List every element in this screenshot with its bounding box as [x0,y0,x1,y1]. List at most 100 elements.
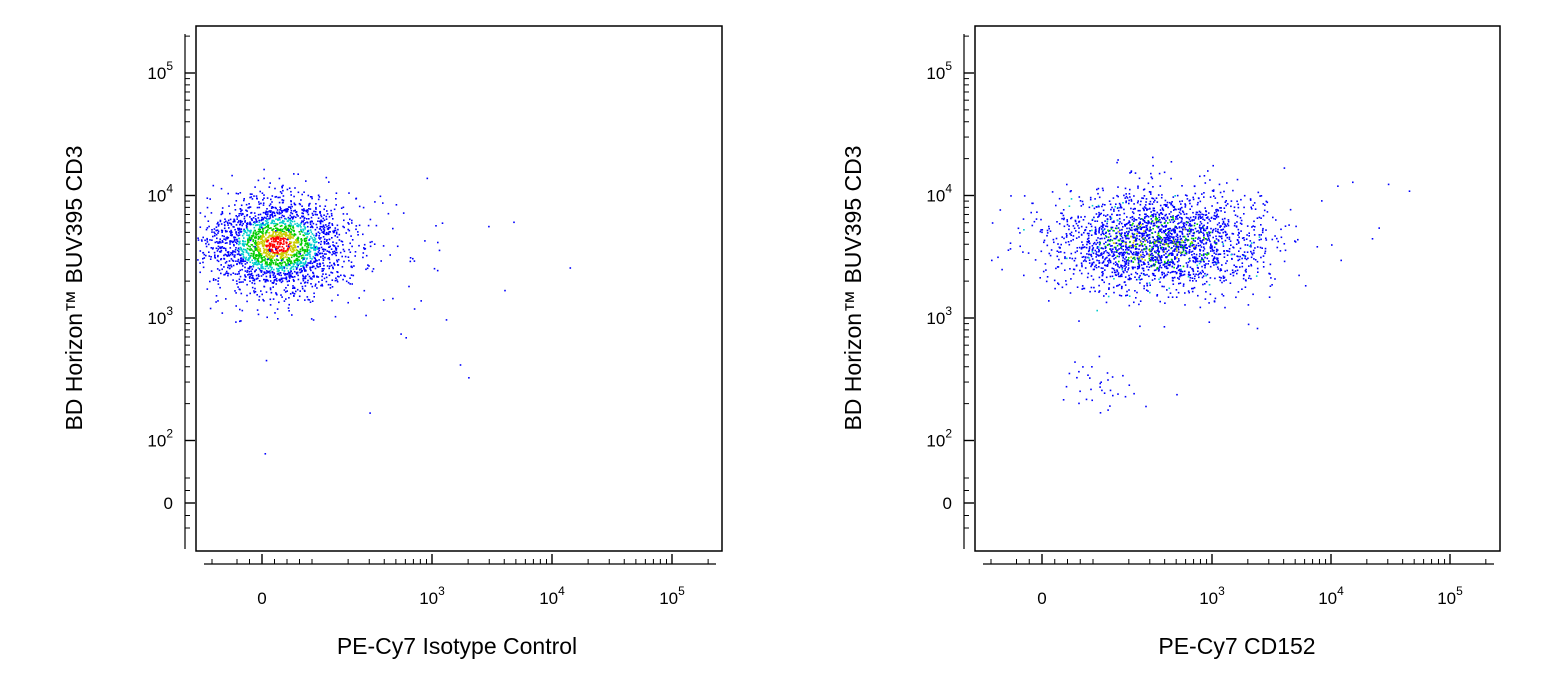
data-point [1183,213,1186,216]
data-point [1174,229,1176,231]
data-point [1141,249,1143,251]
data-point [301,231,304,233]
data-point [337,258,340,261]
data-point [277,253,279,255]
y-axis-title: BD Horizon™ BUV395 CD3 [840,145,866,430]
data-point [1138,223,1141,226]
data-point [304,299,306,301]
data-point [1260,256,1262,259]
data-point [1091,229,1093,232]
data-point [282,252,285,254]
data-point [279,196,281,199]
data-point [1156,295,1158,297]
data-point [1180,270,1183,272]
data-point [236,263,238,265]
data-point [1188,291,1190,294]
data-point [1192,256,1194,259]
data-point [1100,267,1103,269]
data-point [288,230,290,233]
data-point [265,291,268,293]
data-point [263,249,265,252]
data-point [1192,211,1194,214]
data-point [309,255,311,257]
data-point [221,240,224,242]
data-point [197,237,199,239]
data-point [278,211,281,213]
data-point [301,257,303,259]
data-point [1123,253,1125,256]
data-point [1134,247,1137,250]
data-point [1204,214,1207,216]
data-point [1213,249,1215,252]
data-point [310,244,312,246]
data-point [345,280,348,283]
data-point [426,177,429,180]
data-point [1074,257,1077,260]
data-point [1199,229,1202,231]
data-point [1181,218,1183,220]
data-point [295,271,298,274]
data-point [246,250,248,252]
data-point [1240,230,1242,232]
data-point [227,192,229,195]
data-point [318,228,321,230]
data-point [1058,197,1061,200]
data-point [331,279,334,281]
data-point [1169,292,1172,294]
data-point [1240,223,1243,225]
data-point [1178,211,1181,214]
data-point [1138,258,1140,260]
data-point [1109,260,1112,262]
data-point [267,270,269,273]
data-point [256,206,259,209]
data-point [1062,214,1065,217]
data-point [1211,255,1213,257]
data-point [231,240,233,243]
data-point [283,243,285,245]
data-point [287,224,290,227]
data-point [266,215,269,218]
data-point [254,186,256,188]
data-point [1195,244,1198,247]
data-point [1204,272,1206,275]
data-point [271,270,274,273]
data-point [268,217,271,220]
data-point [328,258,331,261]
data-point [1201,241,1203,244]
data-point [1106,372,1109,374]
data-point [1113,251,1115,253]
data-point [1101,262,1104,264]
data-point [1153,201,1155,203]
data-point [299,233,301,235]
data-point [351,283,353,285]
data-point [318,253,321,255]
data-point [284,209,287,212]
data-point [273,279,276,281]
data-point [309,268,311,270]
data-point [354,255,356,257]
data-point [1111,275,1114,278]
data-point [1168,230,1171,232]
data-point [275,261,277,263]
data-point [346,213,348,215]
data-point [1136,201,1139,204]
data-point [304,285,307,287]
data-point [219,286,221,289]
data-point [1180,244,1182,246]
data-point [238,251,240,253]
data-point [1095,266,1098,269]
data-point [302,259,304,261]
data-point [348,248,350,251]
data-point [1160,261,1163,264]
data-point [1126,251,1128,254]
data-point [1041,231,1043,234]
data-point [213,235,216,237]
data-point [333,250,336,253]
data-point [1084,267,1087,269]
data-point [1144,216,1146,218]
data-point [282,249,285,252]
data-point [1141,267,1144,270]
data-point [321,270,323,272]
data-point [341,266,344,268]
data-point [285,238,288,241]
